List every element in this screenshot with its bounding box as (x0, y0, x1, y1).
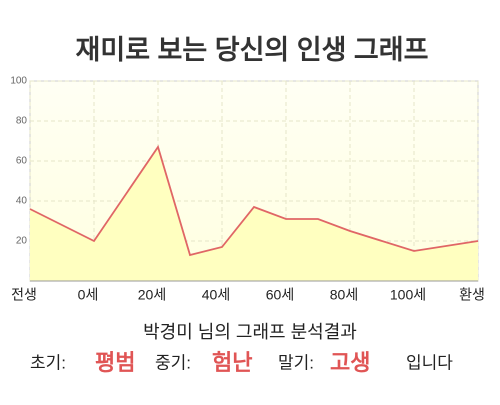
stage-result: 험난 (212, 350, 252, 375)
stage-result: 고생 (330, 350, 370, 375)
x-tick-label: 40세 (202, 287, 230, 303)
line (29, 144, 479, 257)
x-tick-label: 20세 (138, 287, 166, 303)
y-tick-label: 20 (16, 236, 28, 247)
x-tick-label: 0세 (78, 287, 99, 303)
y-tick-label: 100 (10, 76, 27, 87)
stage-label: 말기: (278, 353, 314, 372)
stage-label: 중기: (155, 353, 191, 372)
area (30, 147, 478, 281)
x-tick-label: 전생 (11, 287, 37, 303)
ending: 입니다 (406, 353, 453, 372)
x-tick-label: 60세 (266, 287, 294, 303)
analysis-heading: 박경미 님의 그래프 분석결과 (143, 322, 357, 342)
y-tick-label: 40 (16, 196, 28, 207)
stage-result: 평범 (95, 350, 135, 375)
chart-title: 재미로 보는 당신의 인생 그래프 (76, 35, 429, 65)
y-tick-label: 60 (16, 156, 28, 167)
x-tick-label: 80세 (330, 287, 358, 303)
x-tick-label: 100세 (390, 287, 426, 303)
y-tick-label: 80 (16, 116, 28, 127)
stage-label: 초기: (30, 353, 66, 372)
x-tick-label: 환생 (459, 287, 485, 303)
